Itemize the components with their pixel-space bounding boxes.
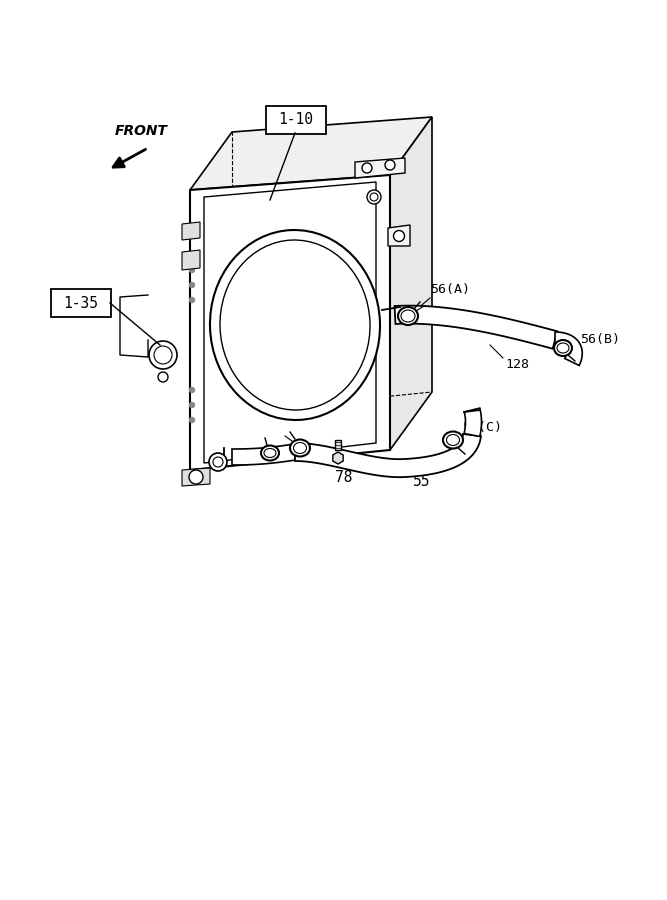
Text: 56(A): 56(A)	[242, 426, 282, 438]
Circle shape	[367, 190, 381, 204]
Text: 56(D): 56(D)	[315, 419, 355, 433]
Polygon shape	[390, 117, 432, 450]
Text: 78: 78	[335, 471, 352, 485]
Polygon shape	[464, 408, 482, 436]
Circle shape	[189, 402, 195, 408]
Ellipse shape	[293, 443, 307, 454]
Text: 128: 128	[505, 358, 529, 372]
Ellipse shape	[446, 435, 460, 446]
Circle shape	[149, 341, 177, 369]
Circle shape	[189, 388, 195, 392]
Text: 1-35: 1-35	[63, 295, 99, 310]
Circle shape	[213, 457, 223, 467]
Polygon shape	[388, 225, 410, 246]
Polygon shape	[555, 332, 582, 365]
Text: 1-10: 1-10	[279, 112, 313, 128]
FancyBboxPatch shape	[266, 106, 326, 134]
Ellipse shape	[210, 230, 380, 420]
Polygon shape	[190, 175, 390, 470]
Ellipse shape	[398, 307, 418, 325]
Circle shape	[189, 283, 195, 287]
FancyBboxPatch shape	[51, 289, 111, 317]
Ellipse shape	[554, 340, 572, 356]
Ellipse shape	[443, 431, 463, 448]
Polygon shape	[182, 468, 210, 486]
Polygon shape	[333, 452, 344, 464]
Text: 56(B): 56(B)	[580, 334, 620, 346]
Circle shape	[189, 418, 195, 422]
Polygon shape	[204, 182, 376, 463]
Circle shape	[370, 193, 378, 201]
Polygon shape	[182, 222, 200, 240]
Ellipse shape	[220, 240, 370, 410]
Circle shape	[189, 267, 195, 273]
Circle shape	[362, 163, 372, 173]
Polygon shape	[355, 158, 405, 178]
Polygon shape	[295, 434, 481, 477]
Ellipse shape	[290, 439, 310, 456]
Circle shape	[394, 230, 404, 241]
Circle shape	[209, 453, 227, 471]
Ellipse shape	[557, 343, 569, 353]
Text: 56(C): 56(C)	[462, 421, 502, 435]
Ellipse shape	[261, 446, 279, 461]
Circle shape	[154, 346, 172, 364]
Circle shape	[189, 298, 195, 302]
Polygon shape	[190, 117, 432, 190]
Polygon shape	[182, 250, 200, 270]
Circle shape	[385, 160, 395, 170]
Polygon shape	[232, 444, 296, 465]
Text: 56(A): 56(A)	[430, 284, 470, 296]
Circle shape	[158, 372, 168, 382]
Text: 55: 55	[413, 474, 430, 490]
Circle shape	[189, 470, 203, 484]
Polygon shape	[395, 306, 558, 348]
Text: FRONT: FRONT	[115, 124, 168, 138]
Ellipse shape	[401, 310, 415, 322]
Ellipse shape	[264, 448, 276, 457]
Polygon shape	[335, 440, 341, 450]
